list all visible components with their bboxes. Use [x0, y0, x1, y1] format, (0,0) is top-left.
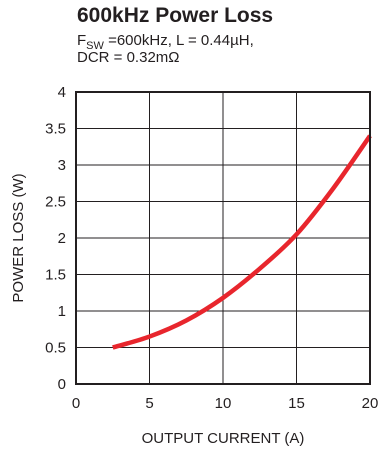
y-tick-labels: 0 0.5 1 1.5 2 2.5 3 3.5 4: [45, 84, 66, 393]
y-tick-label: 0.5: [45, 340, 66, 357]
y-tick-label: 4: [58, 84, 66, 101]
chart-title: 600kHz Power Loss: [77, 4, 274, 27]
plot-frame: [75, 91, 371, 385]
x-tick-label: 0: [72, 395, 80, 412]
y-tick-label: 0: [58, 376, 66, 393]
y-tick-label: 3.5: [45, 121, 66, 138]
x-axis-label: OUTPUT CURRENT (A): [142, 430, 305, 447]
y-axis-label: POWER LOSS (W): [10, 173, 27, 302]
chart-subtitle-line1: FSW =600kHz, L = 0.44µH,: [77, 32, 254, 52]
subtitle-sw-subscript: SW: [86, 40, 104, 52]
series-group: [112, 134, 372, 350]
x-tick-labels: 0 5 10 15 20: [72, 395, 378, 412]
grid-lines: [76, 92, 370, 384]
chart-subtitle-line2: DCR = 0.32mΩ: [77, 49, 180, 66]
x-tick-label: 15: [288, 395, 305, 412]
x-tick-label: 10: [215, 395, 232, 412]
subtitle-f-prefix: F: [77, 32, 87, 49]
power-loss-series-line: [112, 134, 372, 350]
x-tick-label: 5: [145, 395, 153, 412]
y-tick-label: 1.5: [45, 267, 66, 284]
y-tick-label: 2.5: [45, 194, 66, 211]
x-tick-label: 20: [362, 395, 378, 412]
y-tick-label: 1: [58, 303, 66, 320]
y-tick-label: 3: [58, 157, 66, 174]
subtitle-line1-rest: =600kHz, L = 0.44µH,: [103, 32, 254, 49]
y-tick-label: 2: [58, 230, 66, 247]
